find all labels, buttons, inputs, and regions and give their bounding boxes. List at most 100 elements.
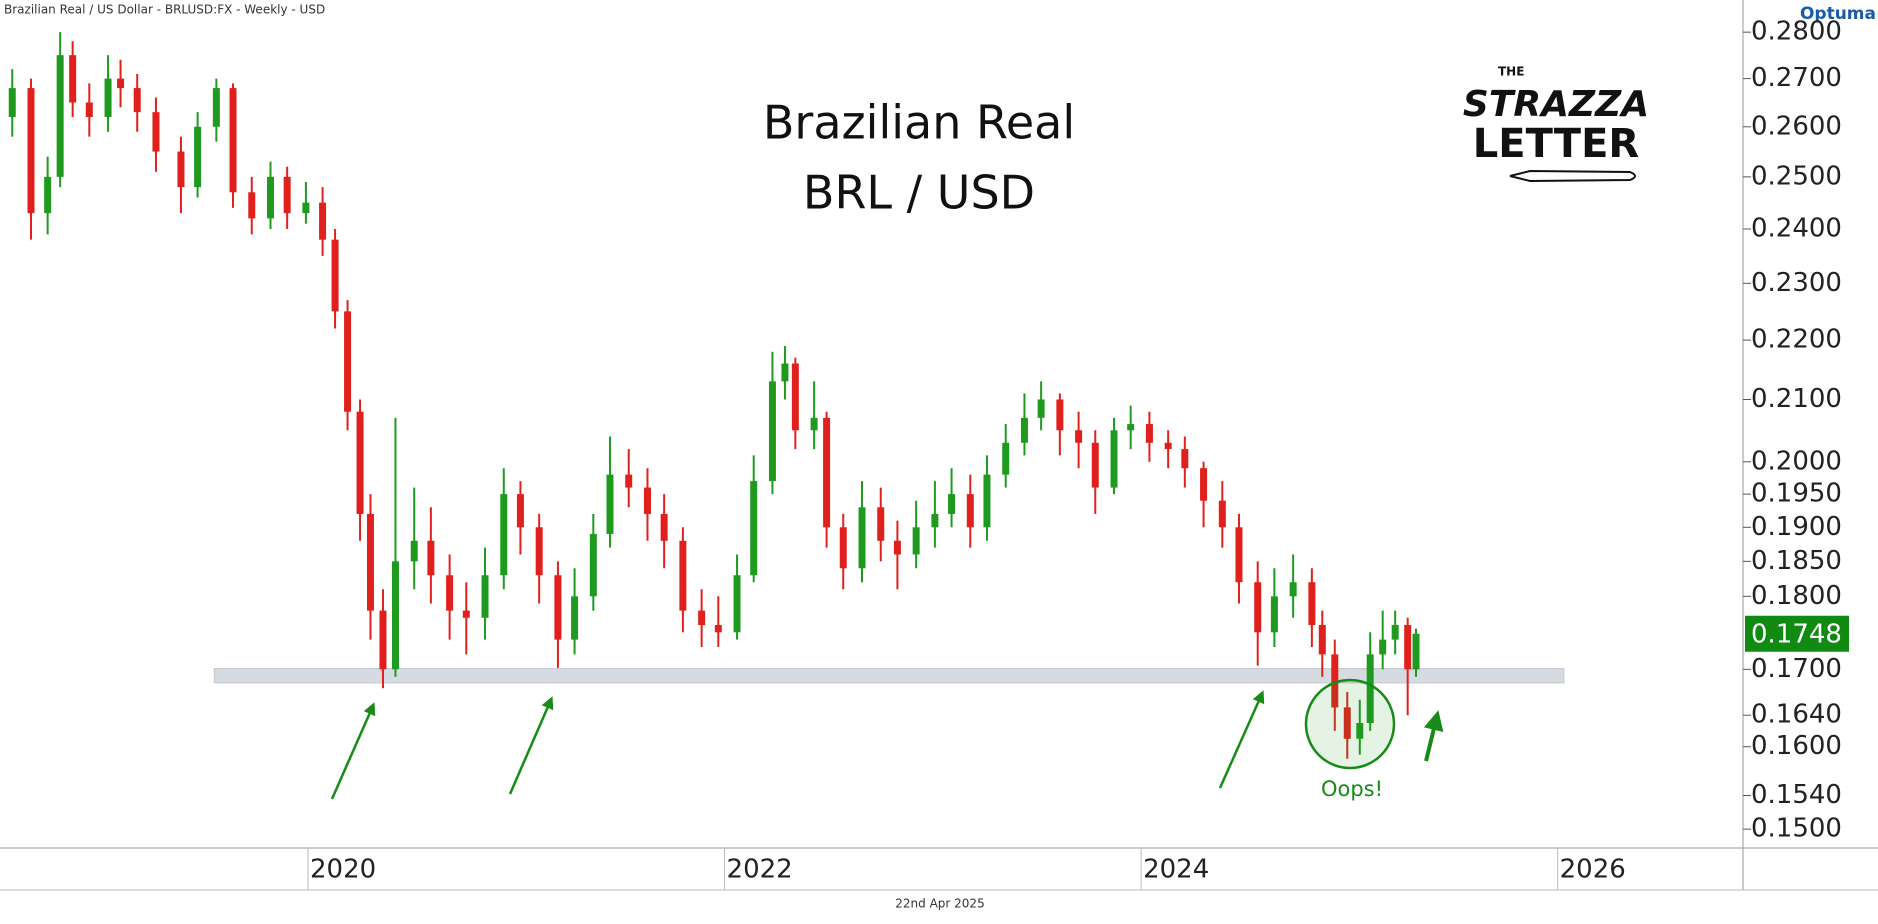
candle-body: [56, 55, 64, 177]
candle-body: [1235, 527, 1243, 583]
candle-body: [606, 474, 614, 535]
candle-body: [500, 494, 508, 576]
candle-body: [344, 311, 352, 412]
candle-body: [117, 78, 125, 89]
candle-body: [27, 88, 35, 214]
y-tick-label: 0.2800: [1751, 17, 1842, 47]
candle-body: [877, 507, 885, 541]
candle-body: [1331, 654, 1339, 708]
candle-body: [379, 610, 387, 670]
candle-body: [1318, 625, 1326, 655]
candle-body: [462, 610, 470, 618]
candle-body: [194, 126, 202, 188]
candle-body: [356, 411, 364, 514]
candle-body: [152, 112, 160, 152]
y-tick-label: 0.1800: [1751, 581, 1842, 611]
candle-body: [912, 527, 920, 555]
candle-body: [1366, 654, 1374, 724]
candle-body: [283, 176, 291, 214]
arrow: [508, 696, 554, 795]
candle-body: [1270, 596, 1278, 633]
candle-body: [1356, 723, 1364, 739]
candle-body: [625, 474, 633, 488]
header: Brazilian Real / US Dollar - BRLUSD:FX -…: [4, 3, 325, 17]
candle-body: [516, 494, 524, 528]
candle-body: [391, 561, 399, 670]
candle-body: [1412, 633, 1420, 670]
candle-body: [768, 381, 776, 482]
arrow: [1423, 710, 1444, 762]
candle-body: [698, 610, 706, 626]
candle-body: [1075, 430, 1083, 443]
candle-body: [1164, 442, 1172, 450]
y-tick-label: 0.2100: [1751, 384, 1842, 414]
candle-body: [810, 417, 818, 431]
candle-body: [1343, 707, 1351, 739]
y-tick-label: 0.2000: [1751, 446, 1842, 476]
candle-body: [1127, 424, 1135, 431]
candle-body: [85, 102, 93, 118]
candle-body: [571, 596, 579, 640]
support-zone: [213, 668, 1565, 684]
candle-body: [966, 494, 974, 528]
candle-body: [750, 481, 758, 576]
candle-body: [1037, 399, 1045, 418]
candle-body: [366, 513, 374, 611]
annotation: Oops!: [1321, 777, 1383, 801]
candle-body: [1145, 424, 1153, 443]
candle-body: [643, 487, 651, 514]
candle-body: [1379, 639, 1387, 655]
candle-body: [931, 513, 939, 528]
x-tick-label: 2022: [727, 855, 793, 885]
candle-body: [1404, 625, 1412, 670]
candle-body: [781, 363, 789, 382]
y-tick-label: 0.1640: [1751, 700, 1842, 730]
candle-body: [839, 527, 847, 569]
y-tick-label: 0.2500: [1751, 161, 1842, 191]
candle-body: [104, 78, 112, 118]
candle-body: [893, 540, 901, 555]
candle-body: [1002, 442, 1010, 475]
candle-body: [1020, 417, 1028, 443]
candle-body: [679, 540, 687, 611]
logo-pen: [1509, 169, 1636, 183]
candle-body: [1391, 625, 1399, 640]
candle-body: [1181, 449, 1189, 469]
candle-body: [229, 88, 237, 193]
logo-bottom: LETTER: [1473, 121, 1639, 167]
date-label: 22nd Apr 2025: [895, 897, 984, 911]
candle-body: [983, 474, 991, 528]
candle-body: [69, 55, 77, 103]
candle-body: [319, 202, 327, 240]
y-tick-label: 0.1700: [1751, 654, 1842, 684]
candle-body: [948, 494, 956, 514]
logo: THE STRAZZA LETTER: [1463, 65, 1649, 183]
last-price-label: 0.1748: [1751, 619, 1842, 649]
y-tick-label: 0.1850: [1751, 546, 1842, 576]
annotations: Oops!: [330, 678, 1444, 801]
candle-body: [427, 540, 435, 576]
y-tick-label: 0.2300: [1751, 268, 1842, 298]
candle-body: [733, 575, 741, 633]
candle-body: [248, 192, 256, 219]
candle-body: [1289, 582, 1297, 597]
candle-body: [1308, 582, 1316, 626]
y-tick-label: 0.2400: [1751, 213, 1842, 243]
candle-body: [1218, 500, 1226, 528]
logo-middle: STRAZZA: [1463, 84, 1649, 125]
candle-body: [858, 507, 866, 569]
candle-body: [660, 513, 668, 541]
highlight-circle: [1304, 678, 1396, 770]
y-tick-label: 0.1600: [1751, 731, 1842, 761]
candle-body: [823, 417, 831, 528]
y-tick-label: 0.2700: [1751, 63, 1842, 93]
candle-body: [212, 88, 220, 127]
candle-body: [410, 540, 418, 562]
candle-body: [302, 202, 310, 214]
candle-body: [714, 625, 722, 633]
y-tick-label: 0.1540: [1751, 780, 1842, 810]
candle-body: [331, 239, 339, 312]
chart-title: Brazilian Real: [763, 96, 1075, 150]
